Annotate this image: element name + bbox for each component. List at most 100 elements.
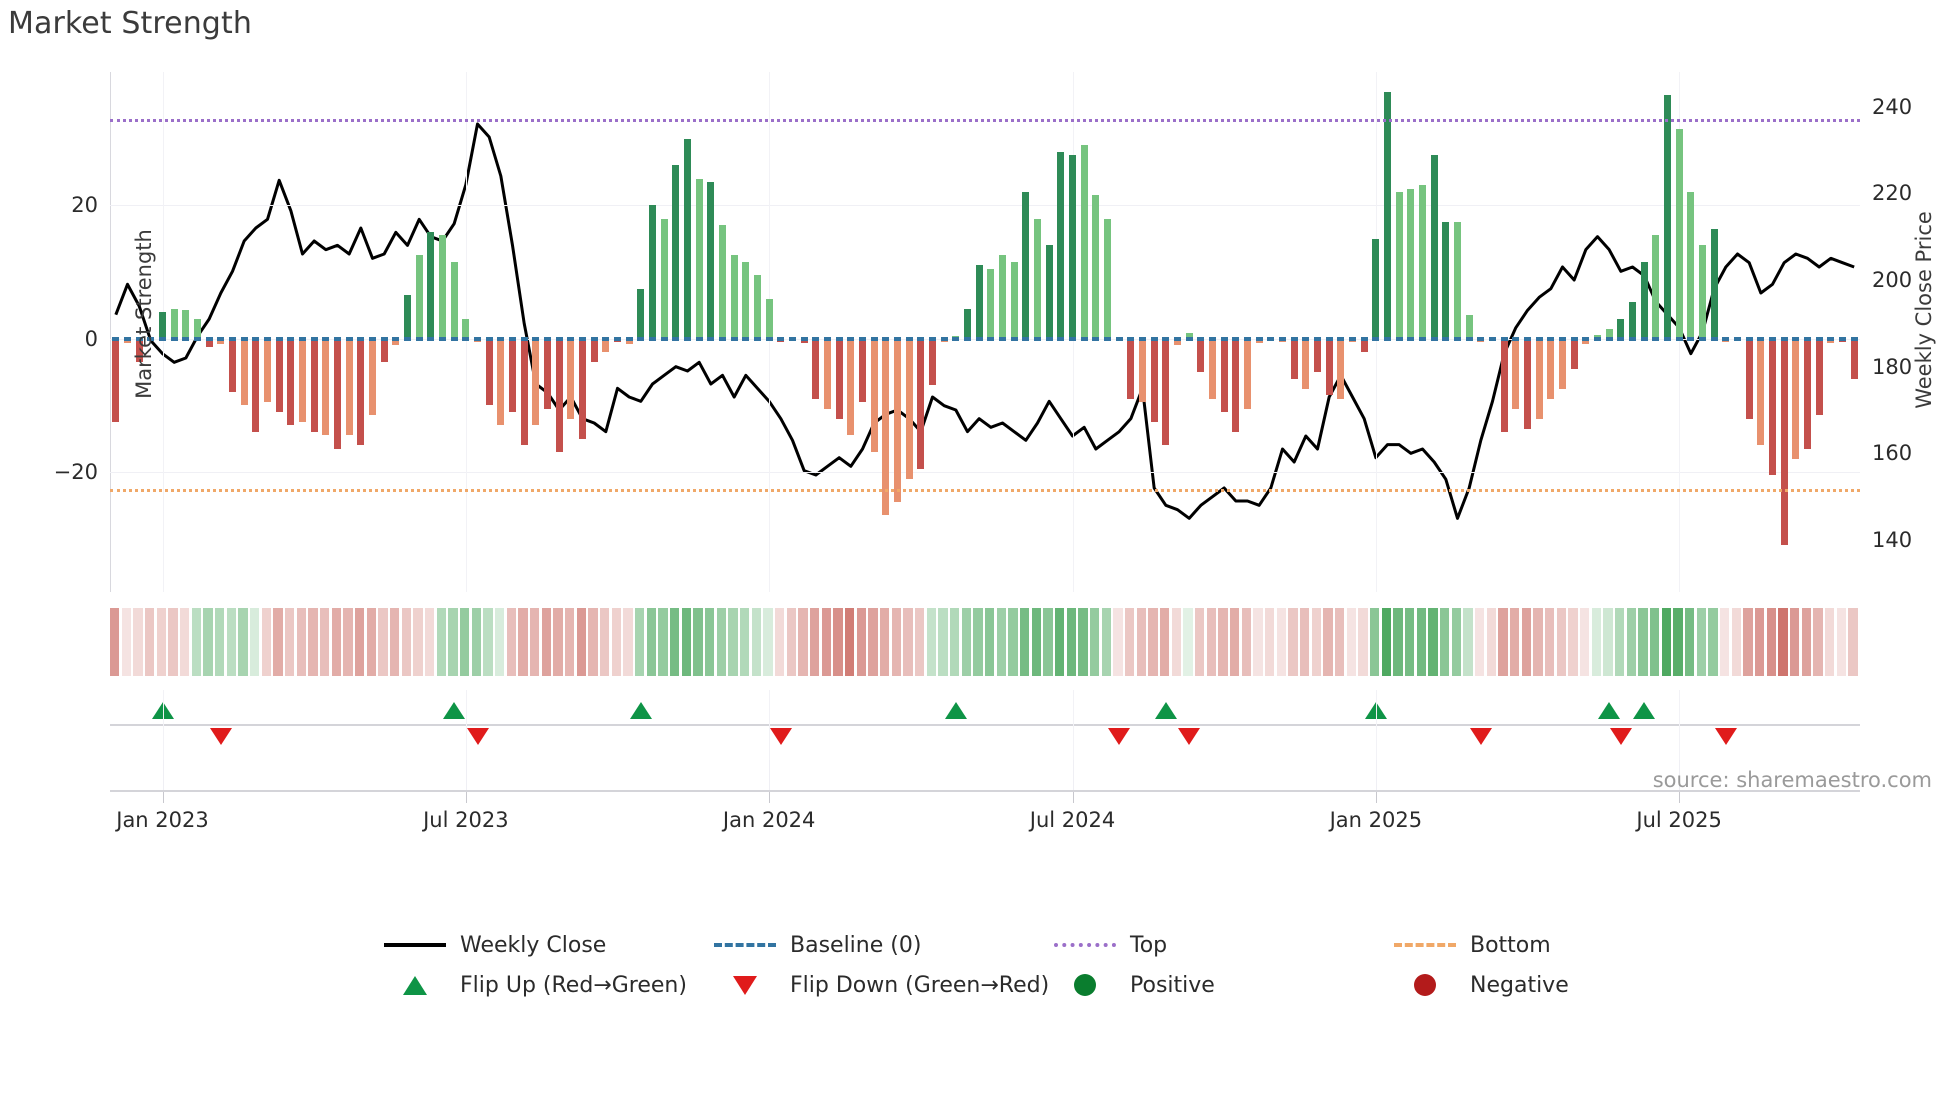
bar	[823, 338, 832, 409]
baseline-marker	[357, 336, 365, 341]
heat-cell	[1790, 608, 1800, 676]
baseline-marker	[473, 336, 482, 341]
baseline-marker	[1185, 336, 1193, 341]
baseline-marker	[147, 336, 155, 341]
baseline-marker	[1395, 336, 1403, 341]
vertical-gridline	[769, 690, 771, 760]
bar	[1640, 262, 1648, 339]
legend-item-flip-down[interactable]: Flip Down (Green→Red)	[710, 973, 1050, 998]
baseline-marker	[905, 336, 913, 341]
baseline-marker	[625, 336, 633, 341]
bar	[567, 338, 575, 419]
bar	[485, 338, 493, 406]
baseline-marker	[1698, 336, 1707, 341]
legend-item-flip-up[interactable]: Flip Up (Red→Green)	[380, 973, 710, 998]
baseline-marker	[672, 336, 680, 341]
baseline-marker	[695, 336, 703, 341]
heat-cell	[1475, 608, 1485, 676]
heat-cell	[460, 608, 470, 676]
baseline-marker	[217, 336, 225, 341]
bar	[1418, 185, 1427, 339]
heat-cell	[1766, 608, 1776, 676]
x-gridline	[465, 760, 467, 790]
bar	[1372, 238, 1380, 339]
heat-cell	[1778, 608, 1788, 676]
bar	[1453, 222, 1462, 339]
baseline-marker	[1057, 336, 1065, 341]
heat-cell	[261, 608, 271, 676]
heat-cell	[1066, 608, 1076, 676]
baseline-marker	[1477, 336, 1485, 341]
legend-item-top[interactable]: Top	[1050, 933, 1390, 958]
baseline-marker	[1652, 336, 1660, 341]
baseline-marker	[123, 336, 132, 341]
legend-item-positive[interactable]: Positive	[1050, 973, 1390, 998]
flip-down-marker	[769, 728, 792, 745]
baseline-marker	[1535, 336, 1543, 341]
baseline-marker	[1430, 336, 1438, 341]
baseline-marker	[567, 336, 575, 341]
baseline-marker	[1710, 336, 1718, 341]
legend-item-negative[interactable]: Negative	[1390, 973, 1569, 998]
baseline-marker	[1278, 336, 1287, 341]
baseline-marker	[1838, 336, 1847, 341]
heat-cell	[1638, 608, 1648, 676]
legend-item-baseline[interactable]: Baseline (0)	[710, 933, 1050, 958]
heat-cell	[646, 608, 656, 676]
bar	[648, 205, 657, 339]
baseline-marker	[1197, 336, 1205, 341]
baseline-marker	[368, 336, 377, 341]
bar	[742, 262, 750, 339]
weekly-close-polyline	[114, 122, 1855, 520]
heat-cell	[1160, 608, 1170, 676]
bar	[497, 338, 505, 426]
heat-cell	[716, 608, 726, 676]
baseline-marker	[882, 336, 890, 341]
heat-cell	[915, 608, 925, 676]
gridline	[110, 338, 1860, 340]
flip-up-marker	[1598, 702, 1621, 719]
vertical-gridline	[465, 690, 467, 760]
baseline-marker	[1267, 336, 1275, 341]
heat-cell	[425, 608, 435, 676]
heat-cell	[1393, 608, 1403, 676]
baseline-marker	[835, 336, 843, 341]
baseline-marker	[1675, 336, 1683, 341]
bar	[1068, 155, 1077, 339]
heat-cell	[133, 608, 143, 676]
baseline-marker	[345, 336, 353, 341]
page-title: Market Strength	[8, 6, 252, 41]
heat-cell	[868, 608, 878, 676]
bar	[217, 338, 225, 344]
baseline-marker	[1103, 336, 1112, 341]
bar	[415, 255, 423, 339]
bar	[287, 338, 295, 426]
legend-item-weekly-close[interactable]: Weekly Close	[380, 933, 710, 958]
baseline-marker	[170, 336, 178, 341]
bar	[1827, 338, 1835, 343]
heat-cell	[1545, 608, 1555, 676]
baseline-marker	[730, 336, 738, 341]
bar	[625, 338, 633, 344]
heat-cell	[215, 608, 225, 676]
bar	[1617, 318, 1625, 339]
bar	[1792, 338, 1800, 459]
bar	[1255, 338, 1263, 343]
bottom-reference-line	[110, 488, 1860, 492]
heat-cell	[1451, 608, 1461, 676]
x-gridline	[1679, 760, 1681, 790]
bar	[963, 308, 972, 339]
bar	[123, 338, 132, 343]
baseline-marker	[1442, 336, 1450, 341]
bar	[893, 338, 902, 502]
bar	[835, 338, 843, 419]
baseline-marker	[823, 336, 832, 341]
heat-cell	[658, 608, 668, 676]
line-dashed-blue-icon	[710, 933, 780, 957]
heat-cell	[1241, 608, 1251, 676]
legend-item-bottom[interactable]: Bottom	[1390, 933, 1551, 958]
baseline-marker	[1745, 336, 1753, 341]
gridline	[110, 205, 1860, 207]
vertical-gridline	[1679, 690, 1681, 760]
heat-cell	[1125, 608, 1135, 676]
